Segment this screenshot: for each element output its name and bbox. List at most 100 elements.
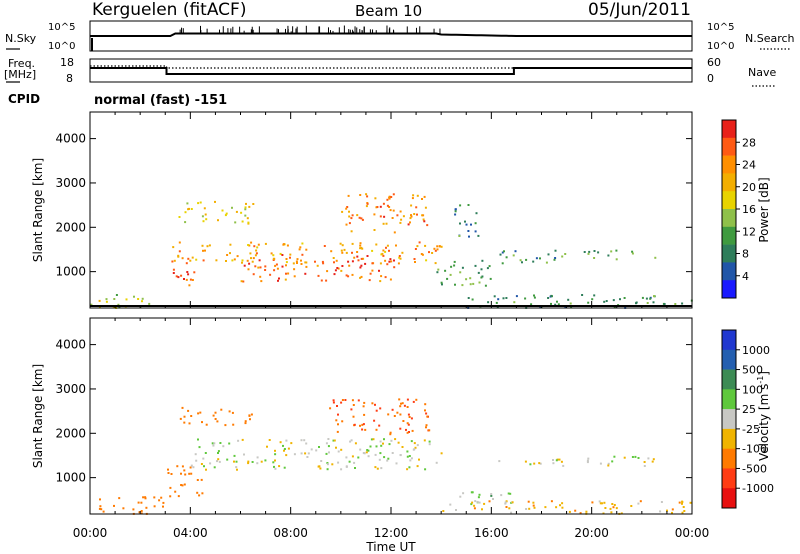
data-point <box>247 462 250 465</box>
data-point <box>348 222 351 225</box>
data-point <box>260 460 263 463</box>
data-point <box>209 462 212 465</box>
data-point <box>187 257 190 260</box>
data-point <box>416 245 419 248</box>
data-point <box>599 462 602 465</box>
data-point <box>391 217 394 219</box>
data-point <box>367 449 370 452</box>
data-point <box>255 252 258 255</box>
data-point <box>222 445 225 448</box>
data-point <box>273 465 275 468</box>
data-point <box>360 264 363 267</box>
data-point <box>554 257 557 259</box>
data-point <box>281 254 284 256</box>
data-point <box>610 511 613 514</box>
data-point <box>539 257 541 260</box>
data-point <box>301 242 304 245</box>
data-point <box>185 278 188 281</box>
data-point <box>153 505 156 508</box>
data-point <box>326 462 329 464</box>
data-point <box>510 511 513 514</box>
data-point <box>240 280 243 283</box>
data-point <box>357 456 360 459</box>
data-point <box>167 472 170 474</box>
data-point <box>356 251 359 253</box>
data-point <box>597 251 600 254</box>
power-scatter <box>90 193 693 309</box>
data-point <box>379 215 382 218</box>
data-point <box>554 249 557 252</box>
data-point <box>422 214 425 217</box>
data-point <box>671 508 674 511</box>
data-point <box>414 261 416 263</box>
data-point <box>345 207 348 210</box>
data-point <box>428 443 431 446</box>
data-point <box>269 273 272 276</box>
data-point <box>392 209 395 212</box>
data-point <box>394 438 397 441</box>
data-point <box>327 438 330 440</box>
data-point <box>471 501 474 504</box>
power-axes: 1000 2000 3000 4000 <box>55 112 693 308</box>
data-point <box>113 298 116 300</box>
data-point <box>533 506 536 509</box>
data-point <box>172 272 175 274</box>
data-point <box>268 439 271 441</box>
data-point <box>194 453 197 456</box>
data-point <box>587 301 590 304</box>
data-point <box>552 459 554 461</box>
data-point <box>323 245 326 247</box>
data-point <box>619 298 621 301</box>
data-point <box>593 250 596 252</box>
data-point <box>467 230 470 232</box>
data-point <box>413 213 416 215</box>
data-point <box>133 295 135 298</box>
data-point <box>332 257 335 259</box>
data-point <box>477 271 480 274</box>
data-point <box>357 259 360 262</box>
data-point <box>301 253 304 256</box>
data-point <box>181 406 184 409</box>
data-point <box>469 277 472 280</box>
data-point <box>663 303 666 305</box>
noise-tick-left-top: 10^5 <box>48 22 75 33</box>
data-point <box>425 412 428 415</box>
cpid-value: normal (fast) -151 <box>94 93 227 108</box>
data-point <box>652 301 655 304</box>
data-point <box>218 460 221 463</box>
data-point <box>389 209 392 212</box>
data-point <box>508 507 511 510</box>
data-point <box>587 457 590 460</box>
data-point <box>399 427 402 430</box>
data-point <box>504 502 507 505</box>
data-point <box>455 509 457 511</box>
data-point <box>412 400 415 403</box>
data-point <box>180 472 182 475</box>
data-point <box>201 492 204 495</box>
data-point <box>678 501 681 504</box>
data-point <box>345 251 348 254</box>
data-point <box>524 460 527 463</box>
data-point <box>472 282 475 285</box>
data-point <box>188 207 190 210</box>
data-point <box>555 459 558 462</box>
data-point <box>373 229 376 231</box>
nave-trace <box>90 65 692 69</box>
data-point <box>362 452 365 454</box>
data-point <box>186 202 189 205</box>
data-point <box>300 263 303 265</box>
data-point <box>409 221 411 224</box>
colorbar-segment <box>722 226 736 245</box>
data-point <box>212 444 215 447</box>
data-point <box>414 446 417 449</box>
x-tick-label: 12:00 <box>374 526 409 540</box>
data-point <box>183 415 186 418</box>
data-point <box>283 466 286 469</box>
data-point <box>144 496 147 499</box>
data-point <box>641 296 644 299</box>
data-point <box>393 415 396 417</box>
data-point <box>348 210 350 213</box>
data-point <box>140 512 143 515</box>
data-point <box>245 202 247 205</box>
data-point <box>325 452 328 455</box>
